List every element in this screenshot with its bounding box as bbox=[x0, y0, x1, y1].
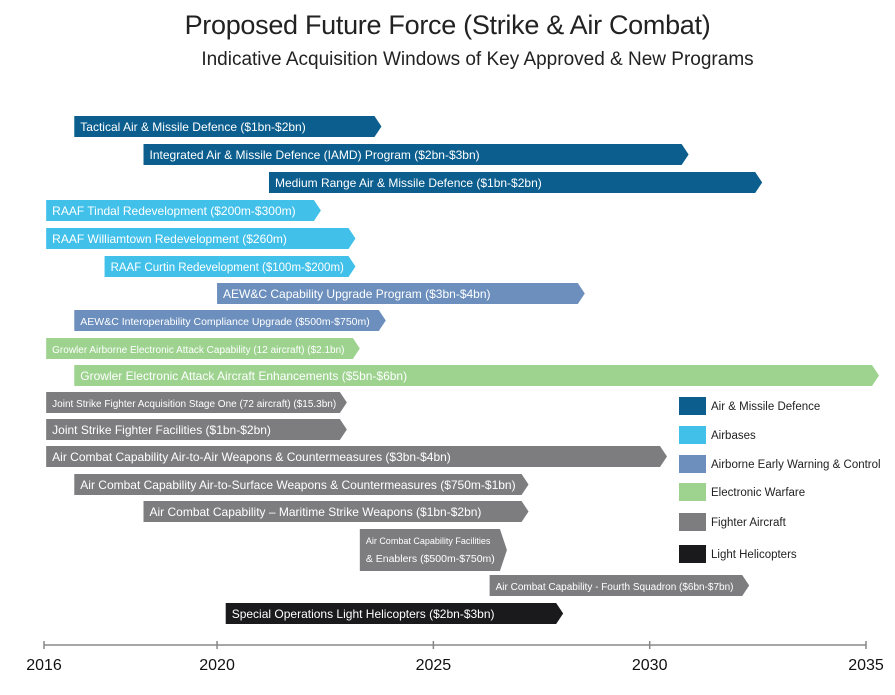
bar-label: Air Combat Capability - Fourth Squadron … bbox=[496, 582, 734, 593]
legend-swatch bbox=[679, 397, 706, 415]
legend-item: Airborne Early Warning & Control bbox=[679, 455, 881, 473]
range-bar bbox=[46, 200, 321, 221]
range-bar bbox=[217, 283, 585, 304]
legend-label: Electronic Warfare bbox=[711, 487, 805, 499]
x-tick-label: 2020 bbox=[199, 657, 235, 674]
range-bar bbox=[489, 575, 750, 596]
legend-label: Air & Missile Defence bbox=[711, 401, 820, 413]
bar-label: Air Combat Capability Facilities bbox=[366, 536, 491, 546]
chart-title: Proposed Future Force (Strike & Air Comb… bbox=[184, 10, 711, 40]
range-bar bbox=[359, 529, 507, 571]
legend-label: Fighter Aircraft bbox=[711, 517, 787, 529]
range-bar bbox=[74, 474, 529, 495]
range-bar bbox=[74, 310, 386, 331]
bar-label: RAAF Curtin Redevelopment ($100m-$200m) bbox=[111, 262, 344, 274]
legend-item: Electronic Warfare bbox=[679, 483, 805, 501]
range-bar bbox=[46, 228, 356, 249]
legend-label: Light Helicopters bbox=[711, 549, 797, 561]
x-tick-label: 2016 bbox=[26, 657, 62, 674]
legend-swatch bbox=[679, 513, 706, 531]
legend-label: Airborne Early Warning & Control bbox=[711, 459, 881, 471]
bar-group: RAAF Williamtown Redevelopment ($260m) bbox=[46, 228, 356, 249]
bar-group: Joint Strike Fighter Acquisition Stage O… bbox=[46, 392, 347, 413]
legend-label: Airbases bbox=[711, 430, 756, 442]
bar-group: Growler Airborne Electronic Attack Capab… bbox=[46, 338, 360, 359]
legend-swatch bbox=[679, 455, 706, 473]
legend-item: Fighter Aircraft bbox=[679, 513, 787, 531]
bar-label: Tactical Air & Missile Defence ($1bn-$2b… bbox=[80, 120, 305, 134]
range-bar bbox=[46, 446, 667, 467]
bar-label: Medium Range Air & Missile Defence ($1bn… bbox=[275, 176, 542, 190]
legend-swatch bbox=[679, 545, 706, 563]
legend-swatch bbox=[679, 426, 706, 444]
bar-group: RAAF Tindal Redevelopment ($200m-$300m) bbox=[46, 200, 321, 221]
bar-label: RAAF Williamtown Redevelopment ($260m) bbox=[52, 232, 287, 246]
range-bar bbox=[46, 419, 347, 440]
bar-label: Joint Strike Fighter Acquisition Stage O… bbox=[52, 399, 336, 410]
bar-label: AEW&C Interoperability Compliance Upgrad… bbox=[80, 316, 369, 328]
bar-group: Air Combat Capability Air-to-Air Weapons… bbox=[46, 446, 667, 467]
bar-group: Air Combat Capability - Fourth Squadron … bbox=[489, 575, 750, 596]
x-tick-label: 2025 bbox=[416, 657, 452, 674]
bar-label: Joint Strike Fighter Facilities ($1bn-$2… bbox=[52, 423, 271, 437]
bar-label: Growler Airborne Electronic Attack Capab… bbox=[52, 345, 344, 356]
bar-label: RAAF Tindal Redevelopment ($200m-$300m) bbox=[52, 204, 295, 218]
bar-group: Medium Range Air & Missile Defence ($1bn… bbox=[268, 172, 763, 193]
bar-group: AEW&C Capability Upgrade Program ($3bn-$… bbox=[217, 283, 585, 304]
bar-label: Special Operations Light Helicopters ($2… bbox=[232, 607, 495, 621]
range-bar bbox=[74, 116, 382, 137]
bar-group: Joint Strike Fighter Facilities ($1bn-$2… bbox=[46, 419, 347, 440]
x-tick-label: 2035 bbox=[848, 657, 884, 674]
bar-group: Air Combat Capability Facilities & Enable… bbox=[359, 529, 507, 571]
bar-group: Air Combat Capability Air-to-Surface Wea… bbox=[74, 474, 529, 495]
range-bar bbox=[46, 392, 347, 413]
legend-swatch bbox=[679, 483, 706, 501]
range-bar bbox=[143, 144, 689, 165]
bar-group: Tactical Air & Missile Defence ($1bn-$2b… bbox=[74, 116, 382, 137]
range-bar bbox=[74, 365, 879, 386]
bar-label: AEW&C Capability Upgrade Program ($3bn-$… bbox=[223, 287, 490, 301]
bar-group: Air Combat Capability – Maritime Strike … bbox=[143, 501, 529, 522]
bar-label: Integrated Air & Missile Defence (IAMD) … bbox=[150, 148, 480, 162]
bar-group: Special Operations Light Helicopters ($2… bbox=[225, 603, 564, 624]
range-bar bbox=[46, 338, 360, 359]
bar-group: AEW&C Interoperability Compliance Upgrad… bbox=[74, 310, 386, 331]
legend-item: Light Helicopters bbox=[679, 545, 797, 563]
range-bar bbox=[143, 501, 529, 522]
chart-subtitle: Indicative Acquisition Windows of Key Ap… bbox=[201, 49, 754, 70]
legend-item: Air & Missile Defence bbox=[679, 397, 820, 415]
range-bar bbox=[104, 256, 356, 277]
bar-label: & Enablers ($500m-$750m) bbox=[366, 553, 495, 565]
x-tick-label: 2030 bbox=[632, 657, 668, 674]
bar-label: Growler Electronic Attack Aircraft Enhan… bbox=[80, 369, 407, 383]
range-bar bbox=[225, 603, 564, 624]
legend-item: Airbases bbox=[679, 426, 756, 444]
range-bar bbox=[268, 172, 763, 193]
bar-label: Air Combat Capability Air-to-Surface Wea… bbox=[80, 478, 515, 492]
bar-label: Air Combat Capability Air-to-Air Weapons… bbox=[52, 450, 451, 464]
bar-group: Integrated Air & Missile Defence (IAMD) … bbox=[143, 144, 689, 165]
bar-group: Growler Electronic Attack Aircraft Enhan… bbox=[74, 365, 879, 386]
bar-group: RAAF Curtin Redevelopment ($100m-$200m) bbox=[104, 256, 356, 277]
bar-label: Air Combat Capability – Maritime Strike … bbox=[150, 505, 482, 519]
